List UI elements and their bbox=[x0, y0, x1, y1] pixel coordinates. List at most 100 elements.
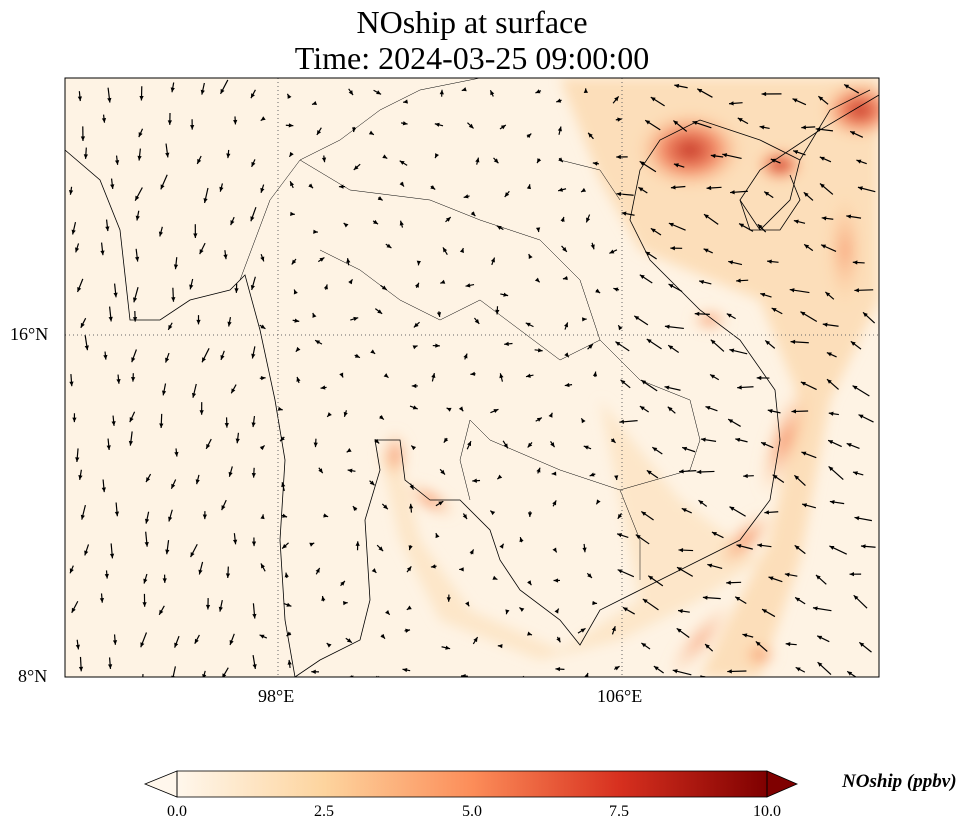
wind-arrow bbox=[196, 155, 202, 165]
wind-arrow bbox=[619, 419, 638, 424]
colorbar-tick: 0.0 bbox=[167, 803, 187, 820]
wind-arrow bbox=[827, 439, 842, 448]
wind-arrow bbox=[553, 578, 560, 583]
wind-arrow bbox=[345, 637, 353, 644]
wind-arrow bbox=[162, 574, 167, 583]
wind-arrow bbox=[313, 229, 318, 234]
colorbar-tick: 7.5 bbox=[609, 803, 629, 820]
wind-arrow bbox=[727, 669, 747, 674]
wind-arrow bbox=[528, 253, 533, 260]
wind-arrow bbox=[580, 417, 586, 424]
wind-arrow bbox=[728, 101, 743, 106]
wind-arrow bbox=[499, 124, 507, 130]
wind-arrow bbox=[227, 317, 232, 327]
wind-arrow bbox=[641, 642, 651, 650]
wind-arrow bbox=[196, 315, 201, 325]
wind-arrow bbox=[288, 151, 294, 158]
wind-arrow bbox=[408, 503, 414, 513]
wind-arrow bbox=[764, 339, 776, 349]
wind-arrow bbox=[821, 216, 834, 221]
wind-arrow bbox=[757, 543, 772, 548]
wind-arrow bbox=[142, 593, 147, 607]
wind-arrow bbox=[526, 133, 532, 139]
wind-arrow bbox=[346, 258, 351, 266]
wind-arrow bbox=[140, 632, 148, 648]
concentration-field bbox=[65, 78, 879, 682]
wind-arrow bbox=[226, 149, 231, 159]
wind-arrow bbox=[635, 534, 650, 545]
wind-arrow bbox=[679, 469, 697, 474]
wind-arrow bbox=[694, 311, 710, 316]
wind-arrow bbox=[582, 543, 587, 553]
wind-arrow bbox=[560, 216, 565, 222]
wind-arrow bbox=[174, 635, 180, 648]
y-tick-16N: 16°N bbox=[10, 324, 49, 344]
wind-arrow bbox=[315, 567, 321, 575]
colorbar bbox=[143, 770, 799, 798]
wind-arrow bbox=[697, 88, 713, 98]
wind-arrow bbox=[555, 667, 565, 672]
wind-arrow bbox=[440, 279, 446, 284]
wind-arrow bbox=[504, 341, 513, 346]
wind-arrow bbox=[860, 544, 876, 549]
wind-arrow bbox=[610, 438, 616, 444]
wind-arrow bbox=[535, 417, 543, 422]
wind-arrow bbox=[76, 278, 84, 293]
wind-arrow bbox=[500, 292, 509, 297]
wind-arrow bbox=[815, 574, 827, 585]
wind-arrow bbox=[801, 503, 817, 509]
wind-arrow bbox=[527, 442, 533, 448]
wind-arrow bbox=[584, 672, 589, 677]
wind-arrow bbox=[765, 678, 780, 682]
wind-arrow bbox=[355, 541, 360, 551]
wind-arrow bbox=[202, 511, 207, 520]
wind-arrow bbox=[260, 253, 265, 262]
wind-arrow bbox=[730, 190, 748, 195]
wind-arrow bbox=[77, 91, 82, 102]
wind-arrow bbox=[69, 373, 74, 387]
wind-arrow bbox=[281, 542, 289, 550]
wind-arrow bbox=[504, 190, 510, 198]
wind-arrow bbox=[677, 609, 690, 614]
wind-arrow bbox=[369, 480, 375, 486]
wind-arrow bbox=[857, 186, 876, 193]
wind-arrow bbox=[193, 224, 198, 238]
wind-arrow bbox=[144, 531, 149, 547]
coastlines bbox=[65, 89, 879, 677]
wind-arrow bbox=[195, 474, 200, 485]
wind-arrow bbox=[289, 181, 295, 189]
wind-arrow bbox=[505, 609, 510, 615]
wind-arrow bbox=[443, 437, 449, 444]
wind-arrow bbox=[100, 242, 105, 256]
wind-arrow bbox=[527, 511, 533, 517]
wind-arrow bbox=[440, 677, 444, 682]
wind-arrow bbox=[72, 413, 77, 423]
wind-arrow bbox=[260, 563, 266, 572]
wind-arrow bbox=[534, 277, 541, 283]
wind-arrow bbox=[670, 185, 686, 190]
wind-arrow bbox=[562, 275, 568, 281]
wind-arrow bbox=[710, 153, 724, 159]
wind-arrow bbox=[145, 473, 152, 483]
wind-arrow bbox=[308, 183, 314, 189]
wind-arrow bbox=[475, 157, 480, 165]
wind-arrow bbox=[430, 185, 436, 191]
wind-arrow bbox=[406, 605, 412, 611]
wind-arrow bbox=[434, 153, 439, 159]
wind-arrow bbox=[585, 214, 591, 223]
wind-arrow bbox=[84, 334, 89, 351]
wind-arrow bbox=[340, 580, 346, 587]
wind-arrow bbox=[490, 257, 496, 266]
wind-arrow bbox=[795, 666, 806, 673]
wind-arrow bbox=[75, 448, 80, 463]
wind-arrow bbox=[617, 324, 623, 331]
wind-arrow bbox=[557, 126, 562, 135]
wind-arrow bbox=[564, 322, 569, 330]
wind-arrow bbox=[380, 633, 386, 640]
wind-arrow bbox=[771, 307, 783, 315]
wind-arrow bbox=[592, 600, 598, 606]
wind-arrow bbox=[767, 409, 781, 414]
wind-arrow bbox=[611, 626, 616, 635]
wind-arrow bbox=[582, 317, 587, 322]
